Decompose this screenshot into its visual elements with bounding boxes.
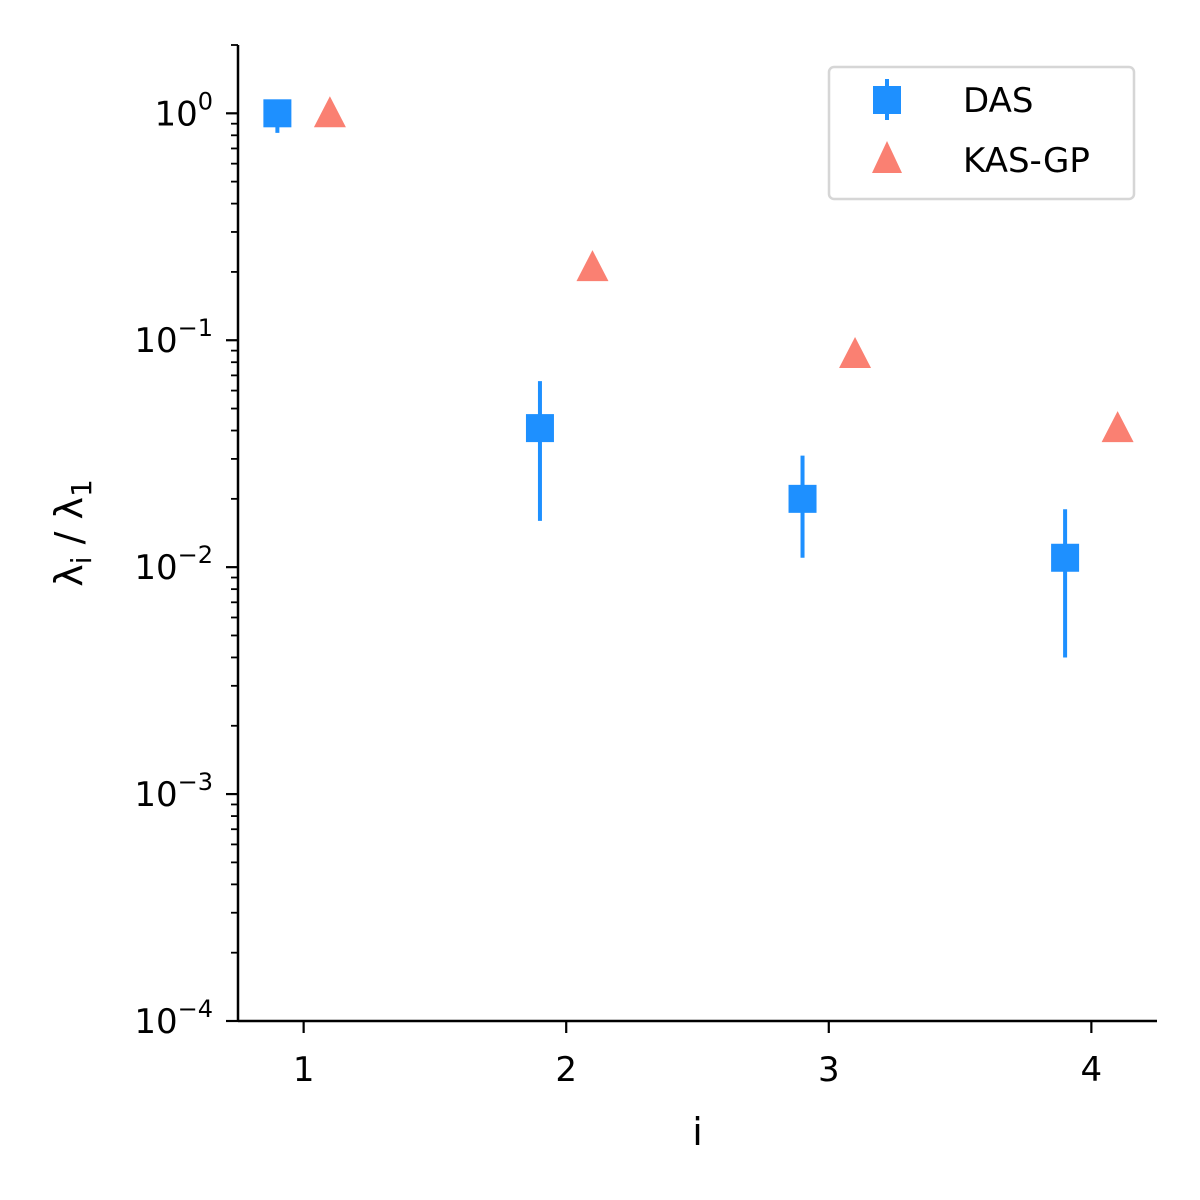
y-tick-label: 10−1 — [134, 314, 213, 361]
series-kas-gp — [313, 96, 1134, 443]
y-axis-label: λi / λ1 — [47, 479, 98, 587]
y-major-ticks: 100 10−1 10−2 10−3 10−4 — [134, 87, 238, 1042]
x-axis-label: i — [692, 1110, 703, 1154]
y-tick-label: 10−2 — [134, 541, 213, 588]
legend-kas-gp-label: KAS-GP — [963, 141, 1090, 181]
x-tick-label: 1 — [293, 1050, 315, 1090]
point-das-2 — [525, 414, 554, 443]
x-tick-label: 3 — [818, 1050, 840, 1090]
x-tick-label: 4 — [1081, 1050, 1103, 1090]
legend-entry-kas-gp: KAS-GP — [872, 141, 1090, 181]
legend-kas-gp-marker — [872, 141, 902, 173]
legend-das-marker — [873, 86, 901, 114]
point-kas-gp-3 — [839, 336, 872, 368]
y-tick-label: 100 — [154, 87, 213, 134]
point-kas-gp-2 — [576, 250, 609, 282]
legend: DAS KAS-GP — [827, 65, 1136, 201]
point-kas-gp-1 — [313, 96, 346, 128]
point-das-4 — [1051, 543, 1080, 572]
legend-das-label: DAS — [963, 81, 1033, 121]
y-tick-label: 10−3 — [134, 768, 213, 815]
point-das-3 — [788, 484, 817, 513]
legend-entry-das: DAS — [873, 79, 1033, 121]
point-das-1 — [263, 99, 292, 128]
point-kas-gp-4 — [1101, 411, 1134, 443]
plot-marks — [263, 96, 1134, 658]
x-ticks: 1 2 3 4 — [293, 1021, 1102, 1090]
series-das — [263, 99, 1080, 658]
y-tick-label: 10−4 — [134, 995, 213, 1042]
x-tick-label: 2 — [555, 1050, 577, 1090]
legend-frame — [827, 65, 1136, 201]
